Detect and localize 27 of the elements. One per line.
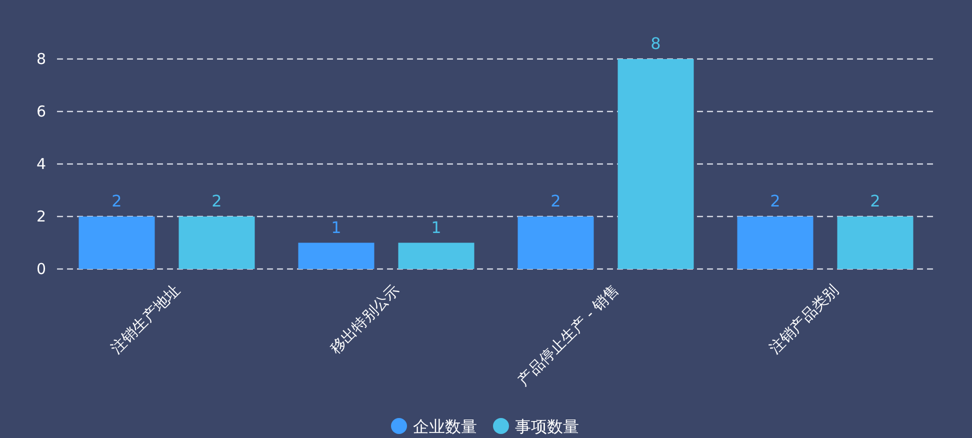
bar (518, 216, 594, 269)
data-label: 2 (770, 192, 780, 210)
data-label: 2 (550, 192, 561, 210)
data-label: 2 (212, 192, 222, 210)
y-tick-label: 0 (36, 260, 46, 278)
y-tick-label: 4 (36, 155, 46, 173)
x-tick-label: 注销生产地址 (107, 281, 184, 358)
legend-label: 事项数量 (515, 417, 579, 436)
data-label: 2 (870, 192, 880, 210)
bar (178, 216, 255, 269)
data-label: 2 (112, 192, 122, 210)
bar (298, 242, 374, 269)
y-tick-label: 8 (36, 50, 46, 68)
bar (78, 216, 155, 269)
bar (398, 242, 474, 269)
x-tick-label: 移出特别公示 (326, 281, 403, 358)
y-tick-label: 2 (36, 208, 46, 226)
legend-label: 企业数量 (413, 417, 477, 436)
x-tick-label: 注销产品类别 (766, 281, 842, 358)
bar (737, 216, 814, 269)
y-tick-label: 6 (36, 102, 46, 120)
data-label: 8 (650, 34, 661, 53)
x-tick-label: 产品停止生产 - 销售 (514, 281, 622, 390)
data-label: 1 (431, 218, 442, 237)
data-label: 1 (331, 218, 342, 237)
bar (618, 59, 694, 269)
bar (837, 216, 914, 269)
